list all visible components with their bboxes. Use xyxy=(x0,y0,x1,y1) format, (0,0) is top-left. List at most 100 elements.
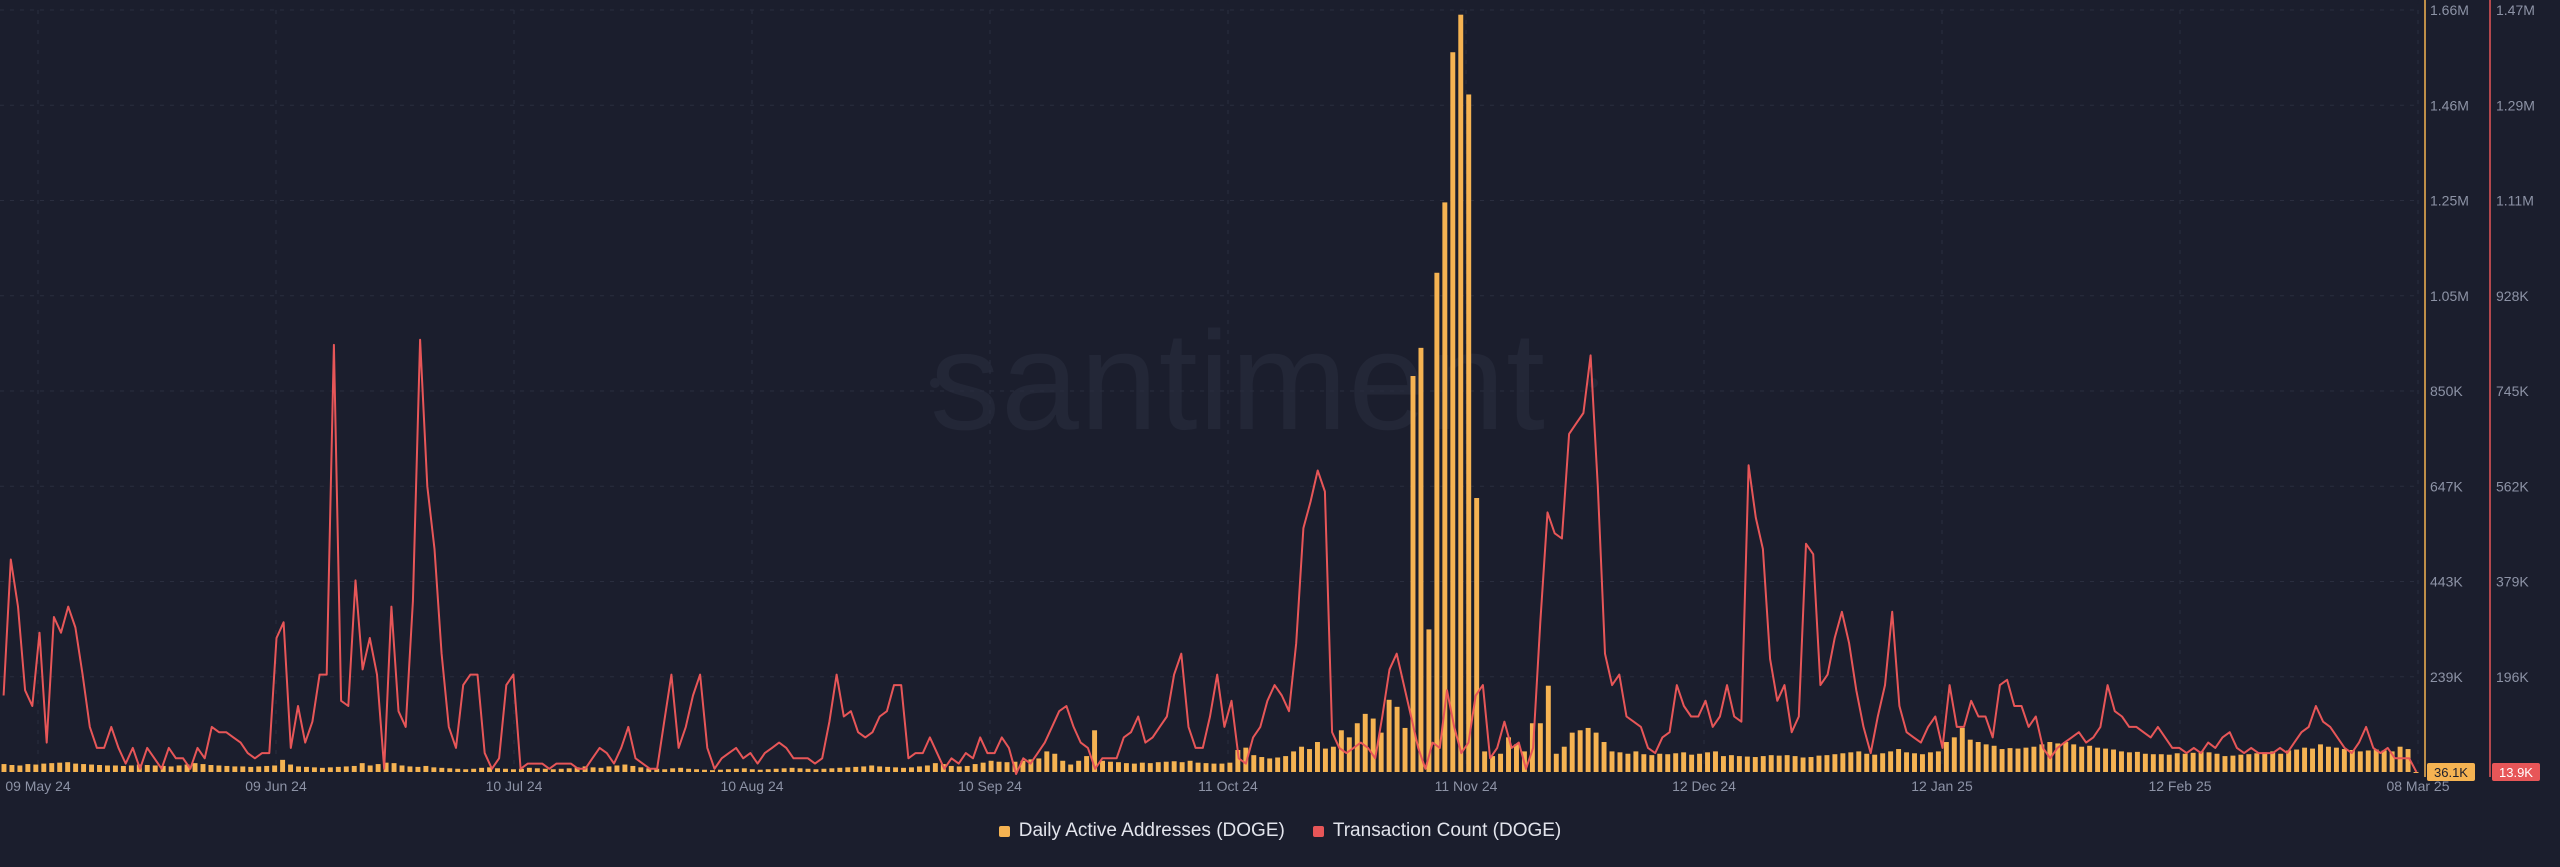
bar xyxy=(1283,756,1289,772)
bar xyxy=(2222,756,2228,772)
legend: Daily Active Addresses (DOGE) Transactio… xyxy=(0,820,2560,842)
bar xyxy=(1545,685,1551,772)
bar xyxy=(765,769,771,772)
bar xyxy=(566,768,572,772)
bar xyxy=(487,767,493,772)
bar xyxy=(1267,758,1273,772)
bar xyxy=(57,762,63,772)
bar xyxy=(1720,756,1726,772)
y-right-tick-label: 379K xyxy=(2496,574,2529,590)
bar xyxy=(1609,751,1615,772)
bar xyxy=(1052,753,1058,772)
bar xyxy=(909,767,914,772)
bar xyxy=(1601,742,1607,772)
bar xyxy=(2198,751,2204,772)
bar xyxy=(447,768,453,772)
bar xyxy=(1068,764,1074,772)
bar xyxy=(1474,498,1480,772)
bar xyxy=(1370,718,1376,772)
bar xyxy=(932,763,938,772)
bar xyxy=(431,767,437,772)
bar xyxy=(1872,754,1878,772)
bar xyxy=(1585,727,1591,772)
bar xyxy=(1760,756,1766,772)
bar xyxy=(2158,754,2164,772)
bar xyxy=(797,768,803,772)
bar xyxy=(280,759,286,772)
bar xyxy=(1203,763,1209,772)
bar xyxy=(2119,751,2124,772)
bar xyxy=(1291,751,1297,772)
y-right-tick-label: 196K xyxy=(2496,669,2529,685)
bar xyxy=(1951,737,1957,772)
bar xyxy=(821,768,827,772)
y-right-tick-label: 745K xyxy=(2496,383,2529,399)
bar xyxy=(2286,750,2292,772)
bar xyxy=(1689,754,1695,772)
bar xyxy=(916,766,922,772)
bar xyxy=(757,769,763,772)
bar xyxy=(1195,762,1201,772)
bar xyxy=(1896,749,1902,772)
bar xyxy=(2230,755,2236,772)
bar xyxy=(1784,755,1790,772)
bar xyxy=(224,765,230,772)
bar xyxy=(2111,749,2116,772)
bar xyxy=(1482,751,1488,772)
bar xyxy=(805,768,811,772)
bar xyxy=(2341,749,2347,772)
bar xyxy=(598,767,604,772)
bar xyxy=(1394,706,1400,772)
bar xyxy=(781,768,787,772)
bar xyxy=(2190,752,2196,772)
bar xyxy=(1888,751,1894,772)
last-value-right: 13.9K xyxy=(2499,765,2533,780)
bar xyxy=(351,765,357,772)
bar xyxy=(869,765,875,772)
x-tick-label: 12 Jan 25 xyxy=(1911,778,1973,794)
bar xyxy=(1673,753,1679,772)
bar xyxy=(1983,744,1989,772)
bar xyxy=(1076,760,1082,772)
bar xyxy=(948,765,954,772)
bar xyxy=(2206,752,2212,772)
bar xyxy=(518,768,524,772)
bar xyxy=(1434,272,1440,772)
bar xyxy=(2294,749,2300,772)
bar xyxy=(1354,723,1360,772)
bar xyxy=(2254,753,2260,772)
bar xyxy=(542,768,548,772)
bar xyxy=(558,768,564,772)
bar xyxy=(240,766,246,772)
bar xyxy=(526,767,532,772)
bar xyxy=(1490,756,1496,772)
x-tick-label: 10 Aug 24 xyxy=(720,778,783,794)
bar xyxy=(1728,755,1734,772)
bar xyxy=(1768,755,1774,772)
bar xyxy=(1410,376,1416,772)
bar xyxy=(2357,751,2363,772)
bar xyxy=(1179,762,1185,772)
bar xyxy=(686,768,692,772)
bar xyxy=(1498,753,1504,772)
bar xyxy=(2214,753,2220,772)
bar xyxy=(383,762,389,772)
legend-item-transactions[interactable]: Transaction Count (DOGE) xyxy=(1312,820,1561,842)
bar xyxy=(391,763,397,772)
bar xyxy=(861,766,867,772)
bar xyxy=(1235,749,1241,772)
bar xyxy=(654,768,660,772)
bar xyxy=(1633,751,1639,772)
bar xyxy=(1123,763,1129,772)
bar xyxy=(1378,732,1384,772)
line-transaction-count xyxy=(2,338,2418,775)
bar xyxy=(41,763,47,772)
bar xyxy=(1569,732,1575,772)
bar xyxy=(2174,753,2180,772)
grid-layer xyxy=(0,9,2420,772)
bar xyxy=(423,765,429,772)
bar xyxy=(1299,746,1305,772)
bar xyxy=(2103,748,2109,772)
legend-item-addresses[interactable]: Daily Active Addresses (DOGE) xyxy=(998,820,1285,842)
bar xyxy=(503,768,508,772)
